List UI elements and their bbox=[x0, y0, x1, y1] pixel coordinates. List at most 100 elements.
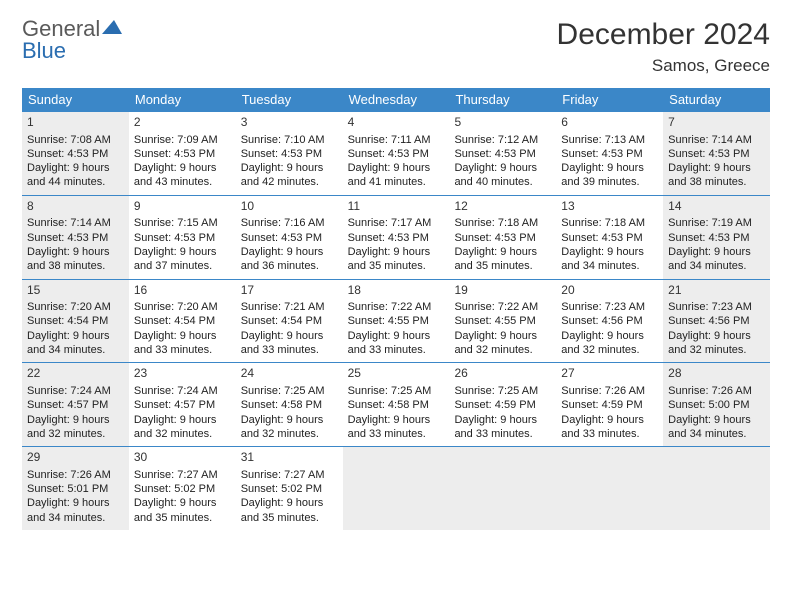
daylight-text: and 34 minutes. bbox=[668, 427, 765, 441]
day-number: 13 bbox=[561, 199, 658, 215]
daylight-text: Daylight: 9 hours bbox=[134, 245, 231, 259]
daylight-text: and 32 minutes. bbox=[454, 343, 551, 357]
sunset-text: Sunset: 4:54 PM bbox=[27, 314, 124, 328]
daylight-text: Daylight: 9 hours bbox=[561, 413, 658, 427]
day-cell: 18Sunrise: 7:22 AMSunset: 4:55 PMDayligh… bbox=[343, 280, 450, 363]
day-number: 21 bbox=[668, 283, 765, 299]
day-number: 3 bbox=[241, 115, 338, 131]
sunset-text: Sunset: 4:56 PM bbox=[668, 314, 765, 328]
title-block: December 2024 Samos, Greece bbox=[557, 18, 770, 76]
sunset-text: Sunset: 4:59 PM bbox=[454, 398, 551, 412]
sunset-text: Sunset: 4:53 PM bbox=[454, 147, 551, 161]
day-number: 24 bbox=[241, 366, 338, 382]
daylight-text: and 44 minutes. bbox=[27, 175, 124, 189]
day-cell: 26Sunrise: 7:25 AMSunset: 4:59 PMDayligh… bbox=[449, 363, 556, 446]
daylight-text: and 32 minutes. bbox=[668, 343, 765, 357]
daylight-text: Daylight: 9 hours bbox=[27, 161, 124, 175]
daylight-text: and 34 minutes. bbox=[27, 511, 124, 525]
sunset-text: Sunset: 4:53 PM bbox=[134, 147, 231, 161]
daylight-text: and 33 minutes. bbox=[134, 343, 231, 357]
day-cell: 5Sunrise: 7:12 AMSunset: 4:53 PMDaylight… bbox=[449, 112, 556, 195]
week-row: 8Sunrise: 7:14 AMSunset: 4:53 PMDaylight… bbox=[22, 195, 770, 279]
daylight-text: and 35 minutes. bbox=[241, 511, 338, 525]
sunrise-text: Sunrise: 7:25 AM bbox=[348, 384, 445, 398]
sunrise-text: Sunrise: 7:26 AM bbox=[668, 384, 765, 398]
sunrise-text: Sunrise: 7:13 AM bbox=[561, 133, 658, 147]
daylight-text: Daylight: 9 hours bbox=[241, 413, 338, 427]
daylight-text: and 33 minutes. bbox=[561, 427, 658, 441]
daylight-text: Daylight: 9 hours bbox=[668, 161, 765, 175]
daylight-text: Daylight: 9 hours bbox=[561, 245, 658, 259]
sunrise-text: Sunrise: 7:22 AM bbox=[454, 300, 551, 314]
daylight-text: Daylight: 9 hours bbox=[134, 161, 231, 175]
sunrise-text: Sunrise: 7:26 AM bbox=[27, 468, 124, 482]
sunrise-text: Sunrise: 7:17 AM bbox=[348, 216, 445, 230]
daylight-text: Daylight: 9 hours bbox=[561, 161, 658, 175]
sunset-text: Sunset: 4:53 PM bbox=[27, 147, 124, 161]
sunrise-text: Sunrise: 7:25 AM bbox=[454, 384, 551, 398]
day-header: Monday bbox=[129, 88, 236, 111]
day-cell: 15Sunrise: 7:20 AMSunset: 4:54 PMDayligh… bbox=[22, 280, 129, 363]
sunset-text: Sunset: 4:53 PM bbox=[561, 147, 658, 161]
sunrise-text: Sunrise: 7:24 AM bbox=[27, 384, 124, 398]
daylight-text: and 35 minutes. bbox=[134, 511, 231, 525]
sunset-text: Sunset: 4:58 PM bbox=[241, 398, 338, 412]
daylight-text: and 33 minutes. bbox=[454, 427, 551, 441]
day-cell: 30Sunrise: 7:27 AMSunset: 5:02 PMDayligh… bbox=[129, 447, 236, 530]
day-cell: 31Sunrise: 7:27 AMSunset: 5:02 PMDayligh… bbox=[236, 447, 343, 530]
day-number: 15 bbox=[27, 283, 124, 299]
daylight-text: Daylight: 9 hours bbox=[27, 413, 124, 427]
day-cell: 1Sunrise: 7:08 AMSunset: 4:53 PMDaylight… bbox=[22, 112, 129, 195]
day-number: 19 bbox=[454, 283, 551, 299]
daylight-text: and 32 minutes. bbox=[27, 427, 124, 441]
daylight-text: Daylight: 9 hours bbox=[134, 329, 231, 343]
sunset-text: Sunset: 4:56 PM bbox=[561, 314, 658, 328]
sunset-text: Sunset: 5:00 PM bbox=[668, 398, 765, 412]
day-number: 30 bbox=[134, 450, 231, 466]
day-number: 14 bbox=[668, 199, 765, 215]
sunrise-text: Sunrise: 7:23 AM bbox=[561, 300, 658, 314]
day-number: 6 bbox=[561, 115, 658, 131]
day-number: 20 bbox=[561, 283, 658, 299]
sunrise-text: Sunrise: 7:09 AM bbox=[134, 133, 231, 147]
day-header: Sunday bbox=[22, 88, 129, 111]
empty-cell bbox=[663, 447, 770, 530]
daylight-text: and 42 minutes. bbox=[241, 175, 338, 189]
day-header: Saturday bbox=[663, 88, 770, 111]
day-cell: 29Sunrise: 7:26 AMSunset: 5:01 PMDayligh… bbox=[22, 447, 129, 530]
sunset-text: Sunset: 4:55 PM bbox=[348, 314, 445, 328]
sunset-text: Sunset: 5:01 PM bbox=[27, 482, 124, 496]
sunset-text: Sunset: 4:53 PM bbox=[27, 231, 124, 245]
daylight-text: and 37 minutes. bbox=[134, 259, 231, 273]
logo-word2: Blue bbox=[22, 40, 122, 62]
sunrise-text: Sunrise: 7:12 AM bbox=[454, 133, 551, 147]
day-number: 5 bbox=[454, 115, 551, 131]
sunset-text: Sunset: 4:53 PM bbox=[241, 147, 338, 161]
day-number: 10 bbox=[241, 199, 338, 215]
sunrise-text: Sunrise: 7:21 AM bbox=[241, 300, 338, 314]
sunrise-text: Sunrise: 7:16 AM bbox=[241, 216, 338, 230]
day-number: 31 bbox=[241, 450, 338, 466]
sunrise-text: Sunrise: 7:25 AM bbox=[241, 384, 338, 398]
sunrise-text: Sunrise: 7:23 AM bbox=[668, 300, 765, 314]
day-cell: 2Sunrise: 7:09 AMSunset: 4:53 PMDaylight… bbox=[129, 112, 236, 195]
sunset-text: Sunset: 4:53 PM bbox=[668, 231, 765, 245]
daylight-text: Daylight: 9 hours bbox=[27, 329, 124, 343]
sunset-text: Sunset: 4:58 PM bbox=[348, 398, 445, 412]
daylight-text: Daylight: 9 hours bbox=[668, 245, 765, 259]
sunset-text: Sunset: 5:02 PM bbox=[241, 482, 338, 496]
day-header: Friday bbox=[556, 88, 663, 111]
daylight-text: and 35 minutes. bbox=[348, 259, 445, 273]
daylight-text: Daylight: 9 hours bbox=[241, 161, 338, 175]
daylight-text: and 33 minutes. bbox=[241, 343, 338, 357]
sunset-text: Sunset: 4:57 PM bbox=[134, 398, 231, 412]
sunrise-text: Sunrise: 7:14 AM bbox=[27, 216, 124, 230]
daylight-text: and 43 minutes. bbox=[134, 175, 231, 189]
daylight-text: and 34 minutes. bbox=[668, 259, 765, 273]
day-cell: 28Sunrise: 7:26 AMSunset: 5:00 PMDayligh… bbox=[663, 363, 770, 446]
daylight-text: and 33 minutes. bbox=[348, 427, 445, 441]
daylight-text: Daylight: 9 hours bbox=[454, 329, 551, 343]
sunrise-text: Sunrise: 7:24 AM bbox=[134, 384, 231, 398]
daylight-text: Daylight: 9 hours bbox=[348, 413, 445, 427]
week-row: 1Sunrise: 7:08 AMSunset: 4:53 PMDaylight… bbox=[22, 111, 770, 195]
